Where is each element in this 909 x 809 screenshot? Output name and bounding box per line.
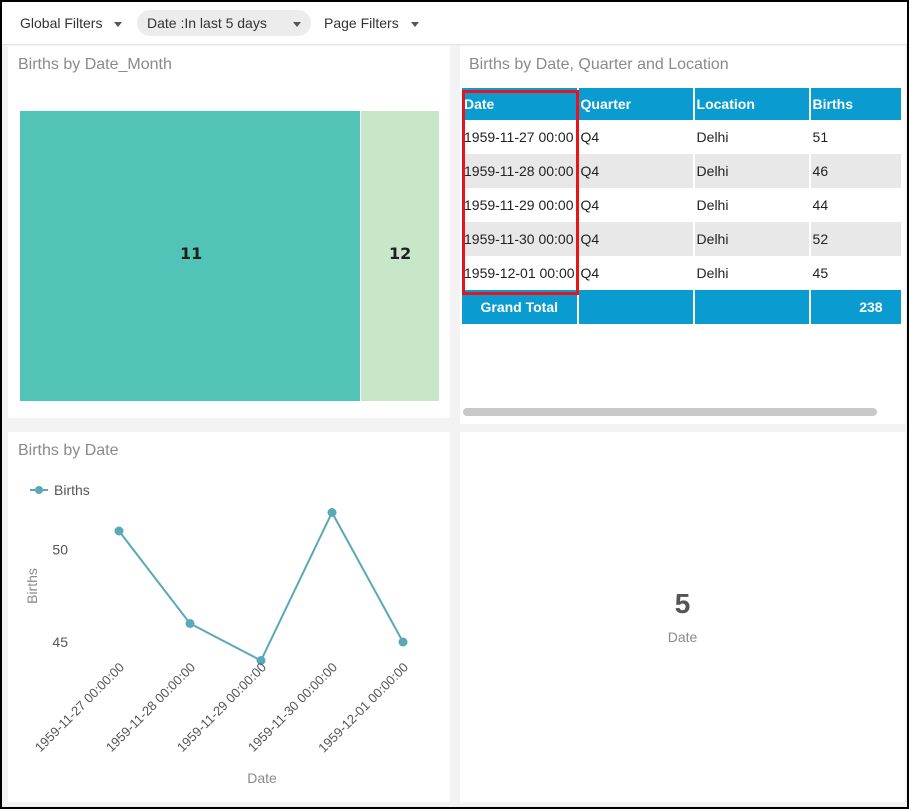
panel-title: Births by Date	[18, 442, 119, 459]
horizontal-scrollbar[interactable]	[463, 408, 877, 416]
data-table: Date Quarter Location Births 1959-11-27 …	[462, 88, 903, 324]
table-row: 1959-11-27 00:00 Q4 Delhi 51	[462, 120, 903, 154]
kpi-panel: 5 Date	[460, 432, 905, 802]
table-row: 1959-12-01 00:00 Q4 Delhi 45	[462, 256, 903, 290]
grand-total-row: Grand Total 238	[462, 290, 903, 324]
cell-date: 1959-11-27 00:00	[462, 120, 579, 154]
cell-quarter: Q4	[577, 222, 695, 256]
cell-births: 51	[809, 120, 903, 154]
column-header-quarter[interactable]: Quarter	[577, 88, 695, 120]
cell-location: Delhi	[693, 222, 811, 256]
table-row: 1959-11-30 00:00 Q4 Delhi 52	[462, 222, 903, 256]
treemap-label: 12	[389, 244, 412, 263]
table-row: 1959-11-29 00:00 Q4 Delhi 44	[462, 188, 903, 222]
cell-quarter: Q4	[577, 188, 695, 222]
data-point	[185, 619, 195, 628]
cell-births: 46	[809, 154, 903, 188]
grand-total-value: 238	[809, 290, 903, 324]
grand-total-label: Grand Total	[462, 290, 579, 324]
treemap-panel: Births by Date_Month 11 12	[8, 46, 450, 418]
legend-label: Births	[54, 482, 90, 498]
cell-quarter: Q4	[577, 120, 695, 154]
data-point	[114, 526, 124, 536]
panel-title: Births by Date, Quarter and Location	[469, 56, 729, 73]
cell-empty	[693, 290, 811, 324]
cell-location: Delhi	[693, 188, 811, 222]
treemap-block-12[interactable]: 12	[361, 111, 439, 401]
cell-date: 1959-11-30 00:00	[462, 222, 579, 256]
highlight-box	[462, 90, 579, 295]
chevron-down-icon	[114, 21, 123, 27]
cell-quarter: Q4	[577, 154, 695, 188]
cell-location: Delhi	[693, 256, 811, 290]
cell-location: Delhi	[693, 120, 811, 154]
cell-births: 45	[809, 256, 903, 290]
data-point	[398, 637, 408, 647]
series-line	[118, 510, 404, 662]
cell-location: Delhi	[693, 154, 811, 188]
kpi-label: Date	[667, 629, 698, 645]
y-tick-label: 50	[52, 542, 68, 558]
page-filters-dropdown[interactable]: Page Filters	[314, 10, 429, 36]
table-row: 1959-11-28 00:00 Q4 Delhi 46	[462, 154, 903, 188]
cell-births: 52	[809, 222, 903, 256]
panel-title: Births by Date_Month	[18, 56, 172, 73]
chevron-down-icon	[410, 21, 419, 27]
treemap-label: 11	[180, 244, 203, 263]
chevron-down-icon	[292, 21, 301, 27]
filter-bar: Global Filters Date :In last 5 days Page…	[2, 2, 907, 45]
x-axis-label: Date	[247, 770, 277, 786]
cell-quarter: Q4	[577, 256, 695, 290]
data-point	[327, 508, 337, 517]
y-tick-label: 45	[52, 634, 68, 650]
cell-date: 1959-11-28 00:00	[462, 154, 579, 188]
column-header-location[interactable]: Location	[693, 88, 811, 120]
data-point	[256, 656, 266, 665]
column-header-births[interactable]: Births	[809, 88, 903, 120]
treemap-block-11[interactable]: 11	[20, 111, 360, 401]
page-filters-label: Page Filters	[324, 15, 399, 31]
table-panel: Births by Date, Quarter and Location Dat…	[460, 46, 905, 424]
cell-date: 1959-11-29 00:00	[462, 188, 579, 222]
cell-births: 44	[809, 188, 903, 222]
cell-empty	[577, 290, 695, 324]
kpi-value: 5	[674, 588, 691, 619]
cell-date: 1959-12-01 00:00	[462, 256, 579, 290]
date-filter-dropdown[interactable]: Date :In last 5 days	[137, 10, 311, 36]
global-filters-label: Global Filters	[20, 15, 103, 31]
column-header-date[interactable]: Date	[462, 88, 579, 120]
y-axis-label: Births	[24, 568, 40, 604]
date-filter-label: Date :In last 5 days	[147, 15, 267, 31]
line-chart-panel: Births by Date Births 45 50 Births 1959-11-2…	[8, 432, 450, 802]
legend-marker	[35, 486, 43, 494]
global-filters-dropdown[interactable]: Global Filters	[10, 10, 132, 36]
table-header-row: Date Quarter Location Births	[462, 88, 903, 120]
